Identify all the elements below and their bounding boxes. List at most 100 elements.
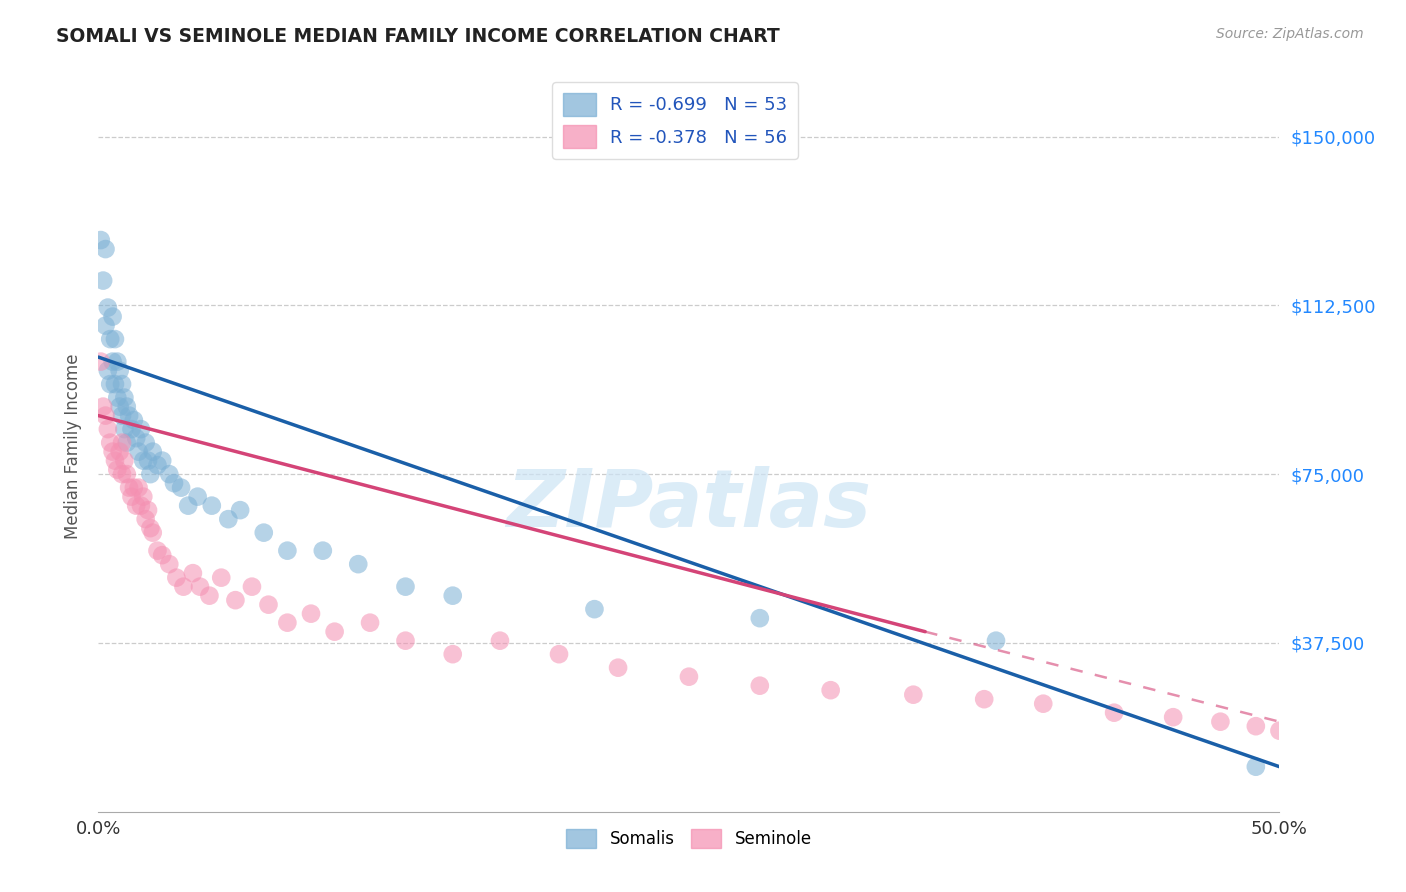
Point	[748, 611, 770, 625]
Point	[111, 409, 134, 423]
Point	[257, 598, 280, 612]
Point	[139, 467, 162, 482]
Point	[177, 499, 200, 513]
Point	[108, 444, 131, 458]
Text: SOMALI VS SEMINOLE MEDIAN FAMILY INCOME CORRELATION CHART: SOMALI VS SEMINOLE MEDIAN FAMILY INCOME …	[56, 27, 780, 45]
Point	[139, 521, 162, 535]
Legend: Somalis, Seminole: Somalis, Seminole	[560, 822, 818, 855]
Point	[111, 467, 134, 482]
Point	[394, 633, 416, 648]
Point	[1244, 719, 1267, 733]
Point	[101, 354, 124, 368]
Point	[1244, 760, 1267, 774]
Point	[157, 557, 180, 571]
Point	[276, 543, 298, 558]
Point	[394, 580, 416, 594]
Point	[150, 548, 173, 562]
Point	[146, 543, 169, 558]
Point	[240, 580, 263, 594]
Point	[94, 318, 117, 333]
Point	[548, 647, 571, 661]
Point	[97, 363, 120, 377]
Point	[1209, 714, 1232, 729]
Point	[112, 422, 135, 436]
Point	[97, 301, 120, 315]
Point	[118, 409, 141, 423]
Point	[198, 589, 221, 603]
Point	[94, 409, 117, 423]
Point	[217, 512, 239, 526]
Point	[121, 490, 143, 504]
Point	[101, 310, 124, 324]
Point	[122, 481, 145, 495]
Point	[115, 400, 138, 414]
Point	[170, 481, 193, 495]
Point	[163, 476, 186, 491]
Point	[253, 525, 276, 540]
Point	[181, 566, 204, 581]
Y-axis label: Median Family Income: Median Family Income	[65, 353, 83, 539]
Point	[132, 490, 155, 504]
Point	[104, 377, 127, 392]
Point	[359, 615, 381, 630]
Point	[108, 400, 131, 414]
Point	[132, 453, 155, 467]
Point	[128, 444, 150, 458]
Point	[90, 354, 112, 368]
Point	[820, 683, 842, 698]
Point	[157, 467, 180, 482]
Point	[112, 391, 135, 405]
Point	[111, 435, 134, 450]
Point	[276, 615, 298, 630]
Point	[299, 607, 322, 621]
Point	[115, 435, 138, 450]
Point	[323, 624, 346, 639]
Point	[229, 503, 252, 517]
Point	[142, 444, 165, 458]
Point	[441, 589, 464, 603]
Point	[748, 679, 770, 693]
Point	[91, 274, 114, 288]
Point	[135, 512, 157, 526]
Point	[172, 580, 194, 594]
Point	[94, 242, 117, 256]
Point	[1102, 706, 1125, 720]
Point	[312, 543, 335, 558]
Point	[125, 499, 148, 513]
Point	[188, 580, 211, 594]
Text: Source: ZipAtlas.com: Source: ZipAtlas.com	[1216, 27, 1364, 41]
Point	[104, 453, 127, 467]
Point	[489, 633, 512, 648]
Point	[122, 413, 145, 427]
Point	[209, 571, 232, 585]
Point	[224, 593, 246, 607]
Point	[98, 435, 121, 450]
Point	[136, 503, 159, 517]
Point	[187, 490, 209, 504]
Point	[97, 422, 120, 436]
Point	[91, 400, 114, 414]
Point	[121, 422, 143, 436]
Point	[105, 354, 128, 368]
Point	[135, 435, 157, 450]
Point	[973, 692, 995, 706]
Point	[1032, 697, 1054, 711]
Point	[984, 633, 1007, 648]
Text: ZIPatlas: ZIPatlas	[506, 466, 872, 543]
Point	[1268, 723, 1291, 738]
Point	[146, 458, 169, 472]
Point	[98, 377, 121, 392]
Point	[101, 444, 124, 458]
Point	[111, 377, 134, 392]
Point	[142, 525, 165, 540]
Point	[129, 499, 152, 513]
Point	[104, 332, 127, 346]
Point	[150, 453, 173, 467]
Point	[105, 391, 128, 405]
Point	[108, 363, 131, 377]
Point	[903, 688, 925, 702]
Point	[128, 481, 150, 495]
Point	[90, 233, 112, 247]
Point	[1161, 710, 1184, 724]
Point	[607, 661, 630, 675]
